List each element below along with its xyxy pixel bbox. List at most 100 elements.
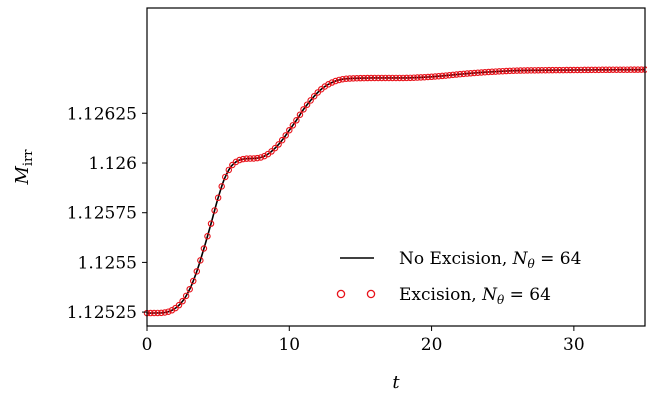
y-axis: 1.12525 1.1255 1.12575 1.126 1.12625 [67, 104, 147, 323]
excision-point [414, 74, 421, 81]
excision-point [410, 74, 418, 81]
excision-point [179, 297, 186, 305]
excision-point [378, 74, 386, 82]
excision-point [499, 67, 506, 75]
excision-point [446, 71, 453, 79]
excision-point [492, 68, 499, 75]
excision-point [474, 69, 482, 76]
excision-point [268, 148, 275, 155]
legend-circle-swatch [366, 289, 376, 299]
excision-point [307, 97, 314, 104]
excision-point [161, 309, 169, 316]
excision-point [623, 66, 631, 73]
excision-point [385, 74, 393, 82]
excision-point [588, 66, 595, 74]
excision-point [442, 72, 450, 79]
excision-point [189, 277, 197, 285]
excision-point [581, 66, 588, 74]
excision-point [620, 66, 627, 73]
excision-point [332, 77, 339, 85]
excision-point [478, 69, 485, 76]
y-tick-label: 1.12525 [67, 303, 137, 323]
x-tick-label: 20 [421, 335, 443, 355]
excision-point [506, 67, 514, 75]
excision-point [286, 126, 293, 134]
excision-point [211, 207, 218, 214]
excision-point [563, 66, 570, 74]
excision-point [207, 220, 215, 227]
excision-point [438, 72, 446, 80]
excision-point [342, 75, 350, 83]
y-axis-label-main: M [12, 166, 33, 186]
excision-point [638, 66, 645, 73]
excision-point [613, 66, 620, 73]
excision-point [257, 154, 265, 161]
excision-point [552, 66, 560, 74]
excision-point [232, 158, 240, 166]
excision-point [481, 68, 489, 76]
excision-point [549, 66, 556, 74]
excision-point [399, 74, 407, 82]
excision-point [403, 74, 410, 82]
legend: No Excision, Nθ = 64 Excision, Nθ = 64 [336, 249, 581, 307]
excision-point [513, 67, 521, 74]
x-axis-label: t [392, 372, 400, 393]
legend-label-no-excision: No Excision, Nθ = 64 [399, 249, 581, 271]
excision-point [364, 74, 371, 82]
excision-point [382, 74, 389, 82]
excision-point [577, 66, 585, 74]
excision-point [289, 122, 297, 129]
excision-point [278, 136, 286, 144]
excision-point [150, 309, 158, 317]
excision-point [417, 74, 425, 81]
excision-point [236, 156, 243, 164]
excision-point [599, 66, 606, 74]
x-tick-label: 0 [142, 335, 153, 355]
excision-point [214, 194, 222, 202]
excision-point [303, 101, 311, 108]
legend-math-var: N [481, 285, 498, 305]
excision-point [431, 73, 439, 80]
series-circles-excision [143, 66, 647, 317]
excision-point [535, 67, 542, 74]
legend-math-rest: = 64 [504, 285, 551, 305]
excision-point [225, 166, 233, 174]
excision-point [435, 72, 442, 80]
excision-point [584, 66, 592, 74]
excision-point [346, 75, 354, 82]
legend-math-sub: θ [528, 257, 536, 271]
excision-point [424, 73, 432, 81]
excision-point [421, 73, 428, 81]
excision-point [154, 309, 161, 317]
excision-point [567, 66, 574, 74]
excision-point [353, 75, 361, 82]
excision-point [634, 66, 642, 73]
excision-point [463, 70, 471, 77]
excision-point [193, 268, 201, 275]
excision-point [456, 70, 464, 78]
excision-point [197, 257, 204, 264]
excision-point [282, 132, 289, 139]
excision-point [200, 245, 208, 252]
excision-point [389, 74, 396, 82]
excision-point [595, 66, 603, 74]
y-tick-label: 1.1255 [78, 253, 137, 273]
excision-point [545, 66, 553, 74]
excision-point [239, 155, 247, 163]
excision-point [310, 92, 318, 100]
excision-point [538, 66, 546, 74]
excision-point [392, 74, 400, 82]
legend-label-excision: Excision, Nθ = 64 [399, 285, 551, 307]
excision-point [243, 155, 250, 162]
excision-point [467, 70, 474, 77]
excision-point [360, 74, 368, 82]
excision-point [527, 67, 535, 74]
excision-point [222, 173, 229, 181]
excision-point [175, 301, 183, 309]
excision-point [296, 111, 304, 119]
excision-point [627, 66, 635, 73]
excision-point [495, 68, 503, 75]
excision-point [261, 152, 268, 160]
